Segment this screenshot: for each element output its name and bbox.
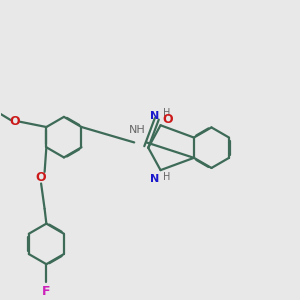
- Text: NH: NH: [129, 125, 146, 135]
- Text: O: O: [9, 115, 20, 128]
- Text: N: N: [149, 111, 159, 121]
- Text: O: O: [162, 113, 173, 126]
- Text: H: H: [163, 172, 171, 182]
- Text: H: H: [163, 107, 171, 118]
- Text: F: F: [42, 285, 51, 298]
- Text: O: O: [36, 171, 46, 184]
- Text: N: N: [149, 174, 159, 184]
